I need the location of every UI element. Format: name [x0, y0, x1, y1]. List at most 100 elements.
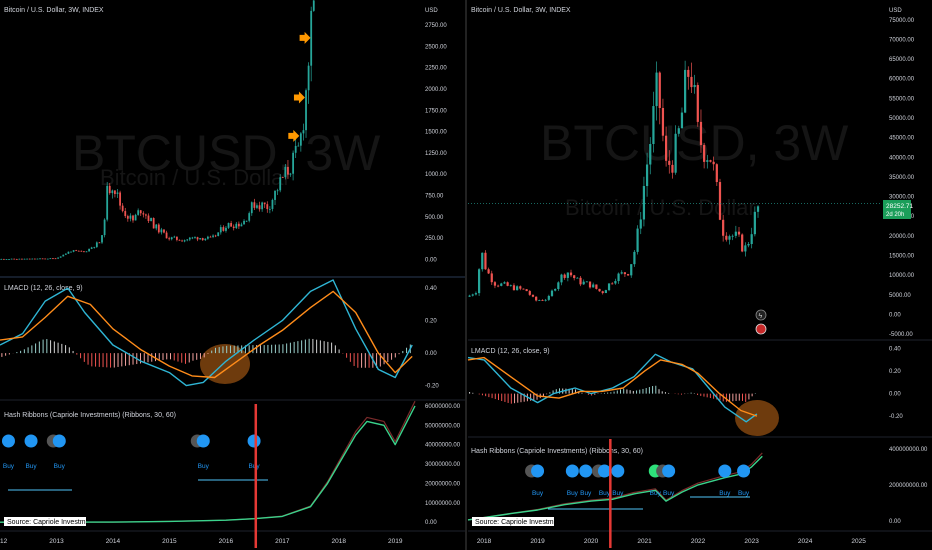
right-price-ytick-4: 55000.00: [889, 96, 915, 102]
right-candle-52: [633, 251, 636, 265]
left-candle-52: [134, 214, 137, 221]
right-candle-84: [734, 231, 737, 236]
right-candle-35: [579, 277, 582, 285]
right-xtick-2020: 2020: [584, 538, 599, 545]
left-candle-19: [49, 258, 52, 260]
left-candle-90: [232, 226, 235, 229]
left-hash-slow: [0, 405, 416, 523]
left-candle-107: [276, 190, 279, 192]
right-candle-80: [722, 219, 725, 236]
right-macd-label: LMACD (12, 26, close, 9): [471, 348, 550, 355]
left-candle-50: [129, 215, 132, 219]
right-price-tag-countdown: 2d 20h: [886, 212, 904, 218]
right-candle-50: [626, 274, 630, 276]
left-candle-108: [279, 177, 282, 191]
left-candle-74: [191, 237, 194, 239]
left-candle-39: [101, 235, 103, 243]
right-candle-63: [668, 160, 671, 165]
left-hash-ytick-2: 40000000.00: [425, 443, 461, 449]
right-candle-57: [649, 144, 652, 165]
right-candle-14: [512, 285, 516, 291]
right-candle-33: [573, 275, 576, 279]
right-currency: USD: [889, 8, 902, 14]
right-candle-49: [623, 272, 627, 275]
right-candle-17: [522, 288, 525, 290]
left-price-ytick-10: 250.00: [425, 236, 444, 242]
left-title: Bitcoin / U.S. Dollar, 3W, INDEX: [4, 7, 104, 14]
right-candle-42: [601, 291, 604, 294]
right-xtick-2021: 2021: [637, 538, 652, 545]
right-candle-87: [744, 245, 747, 252]
right-candle-60: [658, 72, 661, 109]
right-candle-0: [468, 295, 471, 297]
right-candle-32: [569, 272, 573, 276]
left-candle-0: [0, 258, 3, 260]
left-candle-41: [106, 185, 109, 220]
right-xtick-2022: 2022: [691, 538, 706, 545]
right-buy-label-3: Buy: [599, 490, 611, 497]
right-price-ytick-7: 40000.00: [889, 155, 915, 161]
left-macd-ytick-3: -0.20: [425, 384, 439, 390]
lightning-event-icon[interactable]: [755, 309, 767, 321]
right-macd-ytick-3: -0.20: [889, 414, 903, 420]
right-buy-dot-0: [531, 464, 545, 478]
right-candle-77: [712, 161, 715, 165]
left-macd-label: LMACD (12, 26, close, 9): [4, 285, 83, 292]
left-signal-line: [0, 290, 413, 379]
right-source-box: [472, 517, 554, 526]
left-source-box: [4, 517, 86, 526]
left-candle-11: [28, 258, 31, 260]
left-candle-103: [266, 204, 269, 210]
right-chart: BTCUSD, 3W Bitcoin / U.S. Dollar Bitcoin…: [467, 7, 932, 548]
left-candle-59: [152, 218, 155, 229]
left-xtick-2018: 2018: [332, 538, 347, 545]
left-candle-76: [196, 237, 199, 240]
right-signal-line: [467, 356, 758, 417]
left-buy-label-4: Buy: [248, 463, 260, 470]
left-candle-104: [268, 208, 271, 210]
right-buy-dot-6: [662, 464, 676, 478]
right-candle-34: [576, 277, 579, 279]
left-candle-5: [13, 258, 16, 260]
left-candle-54: [139, 210, 142, 214]
left-candle-53: [137, 210, 140, 215]
left-candle-58: [150, 218, 152, 222]
right-candle-75: [706, 160, 709, 162]
right-hash-slow: [467, 455, 763, 521]
right-buy-dot-8: [737, 464, 751, 478]
left-price-ytick-6: 1250.00: [425, 151, 447, 157]
left-candle-80: [206, 236, 209, 239]
right-candle-82: [728, 236, 731, 240]
left-candle-78: [201, 238, 204, 241]
right-candle-72: [696, 85, 699, 122]
left-candle-115: [297, 145, 300, 147]
left-candle-51: [132, 215, 134, 221]
right-candle-81: [725, 235, 728, 240]
left-candle-49: [126, 216, 129, 219]
left-candle-13: [33, 258, 36, 260]
left-candle-87: [225, 227, 227, 231]
right-candle-66: [677, 128, 680, 134]
left-candle-20: [52, 258, 54, 260]
left-candle-64: [165, 232, 168, 239]
left-candle-111: [287, 166, 289, 175]
us-flag-event-icon[interactable]: [755, 323, 767, 335]
left-candle-83: [214, 235, 217, 237]
right-macd-ytick-0: 0.40: [889, 347, 901, 353]
left-candle-86: [222, 227, 225, 231]
left-candle-102: [263, 202, 266, 205]
right-candle-39: [592, 284, 595, 288]
right-price-ytick-1: 70000.00: [889, 37, 915, 43]
right-candle-58: [652, 106, 655, 145]
left-candle-27: [70, 251, 72, 253]
left-candle-3: [8, 259, 10, 260]
right-hash-ytick-0: 400000000.00: [889, 447, 928, 453]
right-candle-70: [690, 76, 693, 88]
right-price-ytick-13: 10000.00: [889, 273, 915, 279]
left-buy-label-1: Buy: [25, 463, 37, 470]
right-price-ytick-2: 65000.00: [889, 57, 915, 63]
right-candle-48: [620, 272, 623, 274]
right-price-ytick-0: 75000.00: [889, 18, 915, 24]
right-price-ytick-8: 35000.00: [889, 175, 915, 181]
right-candle-71: [693, 85, 696, 88]
